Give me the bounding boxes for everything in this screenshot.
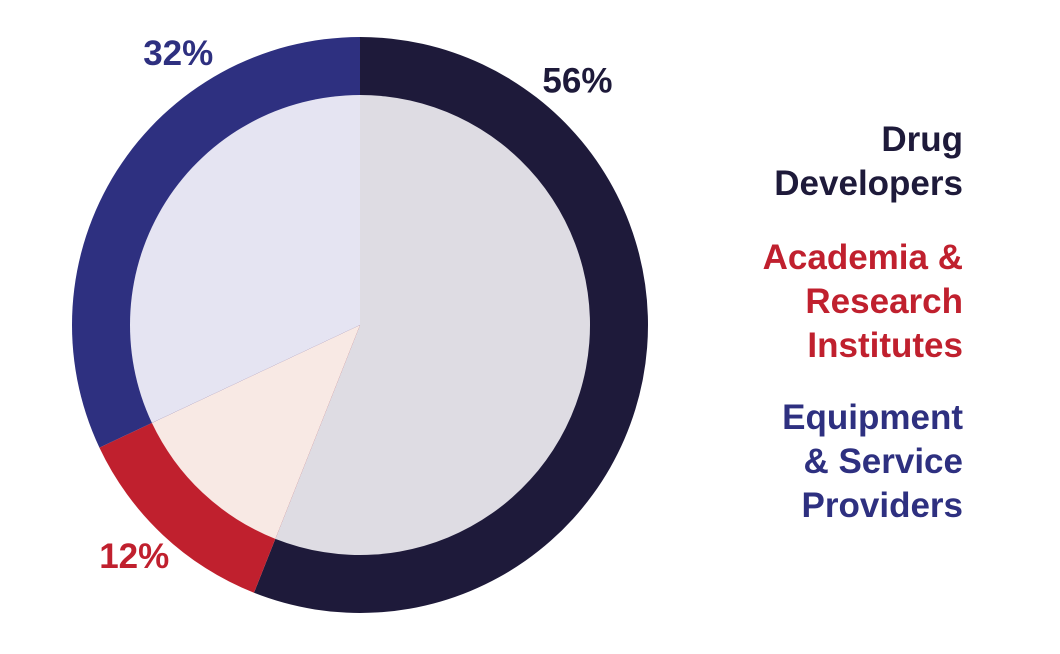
legend-entry: Drug Developers	[774, 120, 963, 203]
pie-slice-inner	[130, 95, 360, 423]
pie-slice-inner	[151, 325, 360, 539]
value-label: 12%	[99, 537, 169, 576]
legend-entry: Academia & Research Institutes	[762, 238, 963, 365]
value-label: 32%	[143, 34, 213, 73]
legend-entry: Equipment & Service Providers	[782, 398, 963, 525]
pie-slice-inner	[275, 95, 591, 555]
value-label: 56%	[542, 62, 612, 101]
